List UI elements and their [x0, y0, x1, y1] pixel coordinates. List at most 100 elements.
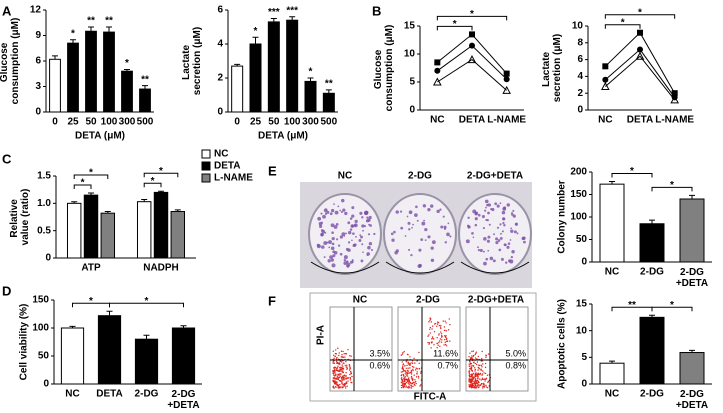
colony	[501, 210, 506, 215]
event-dot	[339, 373, 342, 375]
colony	[351, 259, 354, 262]
colony	[418, 248, 422, 252]
event-dot	[349, 365, 351, 367]
event-dot	[407, 382, 410, 384]
event-dot	[439, 326, 442, 328]
event-dot	[429, 319, 431, 322]
event-dot	[412, 385, 414, 388]
event-dot	[449, 340, 451, 342]
event-dot	[339, 380, 342, 382]
colony	[351, 214, 355, 218]
event-dot	[471, 379, 474, 381]
event-dot	[332, 370, 334, 373]
colony	[366, 252, 370, 256]
event-dot	[406, 378, 409, 381]
event-dot	[432, 325, 434, 327]
event-dot	[408, 383, 410, 386]
event-dot	[338, 379, 341, 382]
error-bar	[70, 39, 76, 44]
bar	[322, 92, 335, 113]
event-dot	[402, 352, 404, 354]
colony	[328, 246, 331, 249]
event-dot	[477, 383, 479, 386]
marker	[503, 76, 510, 83]
colony	[442, 215, 445, 218]
significance-bracket	[611, 172, 653, 178]
event-dot	[343, 377, 345, 380]
event-dot	[333, 360, 335, 362]
colony	[352, 232, 355, 235]
event-dot	[475, 351, 478, 353]
x-tick-label: 500	[320, 117, 337, 128]
bar	[286, 19, 299, 113]
series-line	[604, 31, 676, 94]
colony	[500, 257, 504, 261]
event-dot	[481, 366, 483, 368]
event-dot	[414, 381, 416, 384]
x-tick-label: 2-DG +DETA	[676, 267, 708, 289]
significance-label: *	[621, 17, 625, 28]
y-tick-label: 4	[217, 39, 223, 50]
event-dot	[335, 378, 337, 380]
colony	[343, 235, 346, 237]
x-tick-label: DETA	[96, 389, 122, 400]
event-dot	[337, 378, 340, 381]
event-dot	[419, 385, 421, 387]
colony	[333, 203, 335, 205]
event-dot	[342, 379, 344, 381]
y-tick-label: 5	[409, 77, 415, 88]
bar	[136, 201, 152, 259]
event-dot	[441, 339, 443, 341]
event-dot	[410, 371, 413, 373]
colony	[354, 219, 358, 223]
colony	[332, 250, 336, 254]
event-dot	[417, 377, 420, 379]
colony	[360, 235, 363, 239]
significance-bracket	[604, 24, 641, 29]
colony	[331, 236, 335, 241]
significance-bracket	[651, 306, 693, 312]
event-dot	[468, 384, 471, 386]
event-dot	[482, 370, 484, 372]
bar	[231, 65, 244, 113]
event-dot	[477, 373, 479, 375]
y-tick-label: 4	[577, 71, 583, 82]
event-dot	[469, 367, 471, 370]
event-dot	[405, 385, 407, 387]
event-dot	[477, 369, 479, 371]
x-tick-label: 50	[85, 117, 97, 128]
colony	[320, 229, 324, 232]
colony	[424, 227, 428, 232]
event-dot	[479, 378, 481, 380]
event-dot	[483, 385, 486, 387]
x-tick-label: NADPH	[143, 263, 179, 274]
colony	[501, 230, 504, 233]
event-dot	[401, 384, 404, 387]
significance-bracket	[651, 186, 693, 192]
error-bar	[142, 85, 148, 90]
event-dot	[471, 358, 474, 360]
event-dot	[418, 368, 421, 370]
event-dot	[429, 328, 431, 330]
event-dot	[341, 378, 343, 380]
event-dot	[477, 375, 479, 378]
bar	[139, 88, 151, 113]
colony	[513, 230, 517, 234]
event-dot	[415, 382, 417, 385]
event-dot	[472, 384, 475, 387]
colony	[485, 206, 487, 209]
quadrant-percent: 3.5%	[369, 348, 390, 358]
event-dot	[403, 370, 406, 372]
event-dot	[343, 353, 345, 355]
colony	[499, 232, 502, 235]
colony	[514, 222, 518, 226]
colony	[334, 210, 339, 215]
colony	[427, 207, 431, 212]
event-dot	[350, 371, 352, 374]
event-dot	[420, 370, 422, 373]
event-dot	[469, 352, 471, 354]
event-dot	[443, 326, 446, 328]
event-dot	[400, 354, 403, 356]
event-dot	[484, 366, 487, 369]
image-label: 2-DG+DETA	[468, 295, 524, 306]
